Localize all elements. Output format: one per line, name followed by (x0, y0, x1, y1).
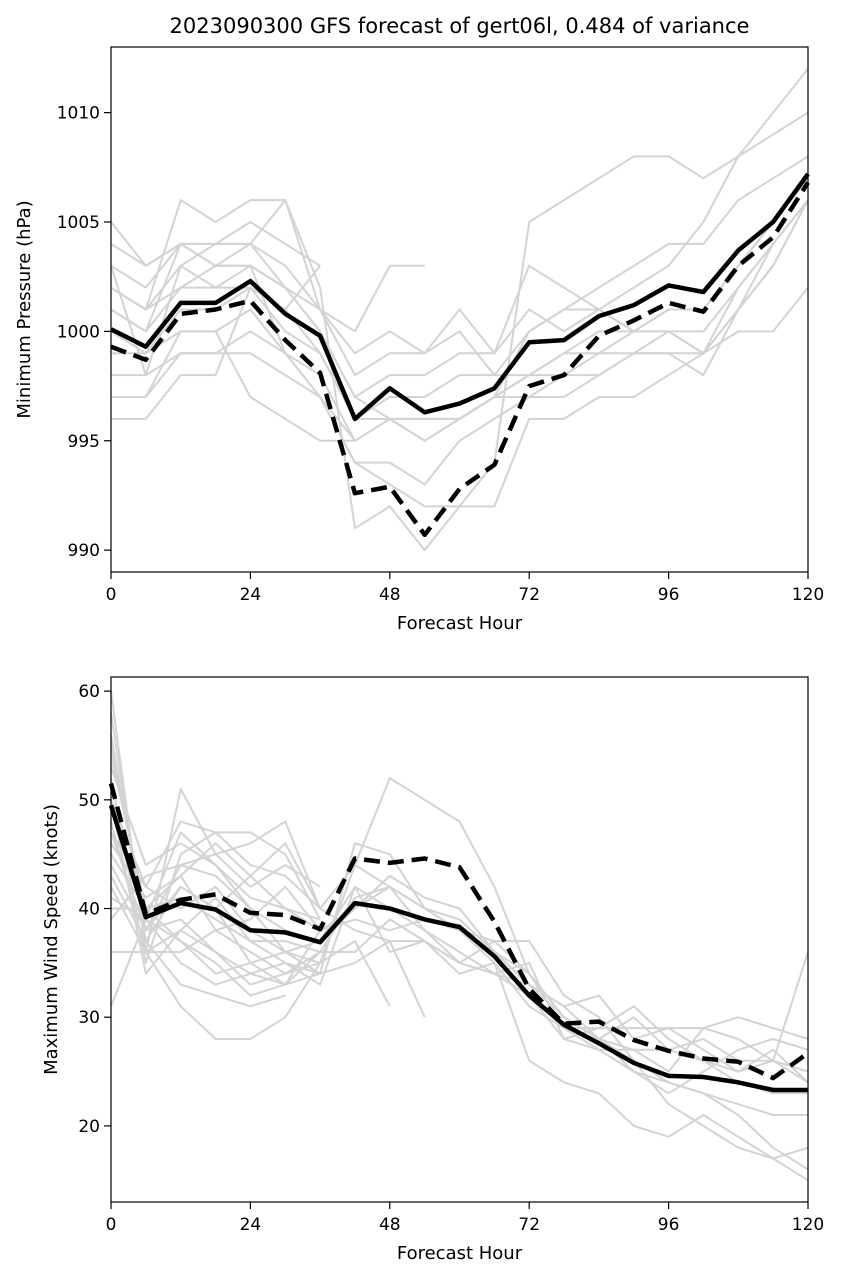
pressure-member-line (110, 177, 809, 377)
pressure-member-line (111, 330, 355, 442)
wind-y-tick-label: 50 (78, 791, 100, 811)
wind-x-tick-label: 48 (379, 1215, 401, 1235)
wind-member-line (110, 799, 809, 1084)
wind-y-ticks: 20 30 40 50 60 (78, 682, 111, 1137)
wind-member-line (110, 842, 808, 1095)
pressure-dashed-line (110, 181, 810, 538)
pressure-y-tick-label: 1005 (57, 213, 100, 233)
wind-member-line (110, 766, 321, 921)
wind-y-axis-label: Maximum Wind Speed (knots) (41, 804, 62, 1075)
pressure-panel: 2023090300 GFS forecast of gert06l, 0.48… (14, 14, 824, 634)
wind-member-line (110, 875, 286, 1008)
wind-y-tick-label: 60 (78, 682, 100, 702)
pressure-x-tick-label: 120 (792, 585, 824, 605)
pressure-x-tick-label: 48 (379, 585, 401, 605)
wind-x-tick-label: 0 (106, 1215, 117, 1235)
pressure-x-tick-label: 24 (240, 585, 262, 605)
pressure-axes-frame (110, 46, 809, 573)
wind-x-tick-label: 24 (240, 1215, 262, 1235)
wind-y-tick-label: 20 (78, 1117, 100, 1137)
pressure-y-axis-label: Minimum Pressure (hPa) (14, 200, 35, 418)
pressure-x-tick-label: 72 (518, 585, 540, 605)
pressure-x-tick-label: 96 (658, 585, 680, 605)
wind-member-line (110, 853, 808, 1116)
wind-axes-frame (110, 676, 809, 1203)
wind-panel: 0 24 48 72 96 120 20 30 40 50 60 Forecast Hour Ma… (41, 676, 824, 1264)
pressure-member-line (111, 177, 809, 420)
pressure-member-line (110, 111, 809, 552)
wind-member-lines (110, 690, 809, 1182)
chart-title: 2023090300 GFS forecast of gert06l, 0.48… (170, 14, 750, 38)
pressure-member-line (110, 199, 809, 486)
pressure-summary-lines (109, 172, 810, 538)
pressure-y-ticks: 990 995 1000 1005 1010 (57, 104, 111, 561)
pressure-y-tick-label: 990 (68, 541, 100, 561)
pressure-member-line (110, 199, 809, 398)
wind-member-line (110, 821, 809, 1062)
pressure-y-tick-label: 995 (68, 432, 100, 452)
wind-member-line (110, 853, 321, 921)
wind-x-ticks: 0 24 48 72 96 120 (106, 1202, 824, 1235)
pressure-x-axis-label: Forecast Hour (397, 613, 523, 634)
pressure-member-lines (110, 68, 809, 552)
wind-x-tick-label: 96 (658, 1215, 680, 1235)
wind-summary-lines (108, 782, 810, 1093)
wind-x-tick-label: 120 (792, 1215, 824, 1235)
wind-x-tick-label: 72 (518, 1215, 540, 1235)
wind-y-tick-label: 40 (78, 900, 100, 920)
pressure-solid-line (109, 172, 810, 422)
pressure-y-tick-label: 1000 (57, 322, 100, 342)
pressure-x-ticks: 0 24 48 72 96 120 (106, 572, 824, 605)
pressure-y-tick-label: 1010 (57, 104, 100, 124)
pressure-x-tick-label: 0 (106, 585, 117, 605)
wind-member-line (110, 777, 809, 1160)
wind-member-line (110, 799, 321, 920)
pressure-member-line (110, 199, 809, 442)
wind-dashed-line (108, 782, 810, 1081)
wind-y-tick-label: 30 (78, 1008, 100, 1028)
wind-x-axis-label: Forecast Hour (397, 1243, 523, 1264)
wind-solid-line (108, 804, 808, 1093)
wind-member-line (110, 690, 809, 1073)
